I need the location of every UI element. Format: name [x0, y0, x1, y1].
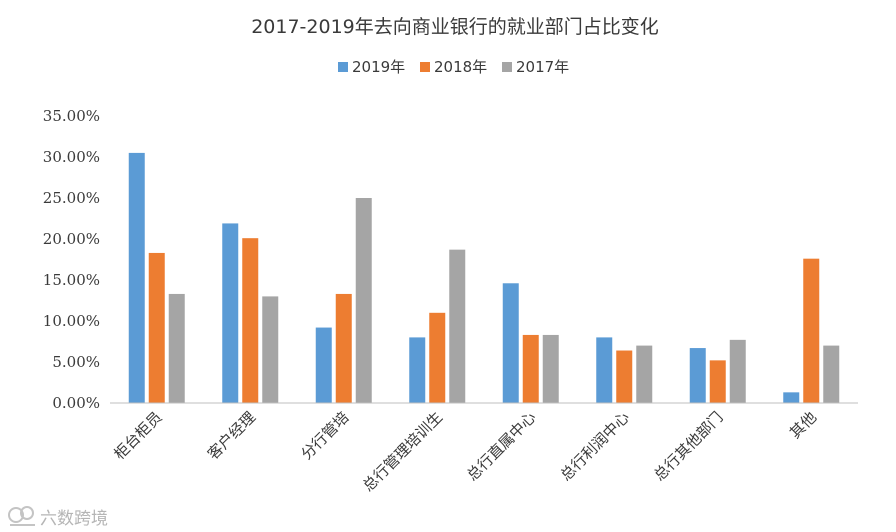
y-tick-label: 15.00% — [43, 271, 100, 289]
x-tick-label: 总行其他部门 — [650, 408, 726, 484]
x-tick-label: 总行利润中心 — [557, 408, 633, 484]
legend-swatch — [420, 62, 430, 72]
legend: 2019年 2018年 2017年 — [338, 58, 569, 76]
legend-label: 2019年 — [352, 58, 405, 76]
bar — [729, 339, 746, 403]
y-tick-label: 35.00% — [43, 107, 100, 125]
bar — [449, 249, 466, 403]
bar — [315, 327, 332, 403]
bar — [148, 252, 165, 403]
x-tick-label: 分行管培 — [297, 408, 352, 463]
bar — [542, 334, 559, 403]
bar — [502, 283, 519, 403]
watermark-text: 六数跨境 — [40, 509, 108, 529]
x-tick-label: 柜台柜员 — [110, 408, 165, 463]
y-tick-label: 20.00% — [43, 230, 100, 248]
y-axis: 0.00% 5.00% 10.00% 15.00% 20.00% 25.00% 30.00%… — [43, 107, 100, 412]
bar — [616, 350, 633, 403]
x-tick-label: 总行直属中心 — [463, 408, 539, 484]
bar — [709, 360, 726, 403]
watermark-logo-icon — [8, 506, 35, 526]
bar — [522, 334, 539, 403]
bar — [128, 152, 145, 403]
bar — [222, 223, 239, 403]
y-tick-label: 10.00% — [43, 312, 100, 330]
bar — [242, 238, 259, 403]
bar — [689, 348, 706, 403]
bar — [823, 345, 840, 403]
x-axis: 柜台柜员 客户经理 分行管培 总行管理培训生 总行直属中心 总行利润中心 总行其他部门 其他 — [110, 408, 820, 495]
x-tick-label: 总行管理培训生 — [359, 408, 446, 495]
bar — [168, 293, 185, 403]
bar — [803, 258, 820, 403]
bars — [128, 152, 840, 403]
y-tick-label: 25.00% — [43, 189, 100, 207]
bar — [355, 198, 372, 403]
legend-label: 2017年 — [516, 58, 569, 76]
bar — [429, 312, 446, 403]
bar — [409, 337, 426, 403]
x-tick-label: 其他 — [786, 408, 820, 442]
y-tick-label: 5.00% — [52, 353, 100, 371]
x-tick-label: 客户经理 — [204, 408, 259, 463]
y-tick-label: 30.00% — [43, 148, 100, 166]
legend-label: 2018年 — [434, 58, 487, 76]
bar — [596, 337, 613, 403]
bar — [783, 392, 800, 403]
legend-swatch — [502, 62, 512, 72]
y-tick-label: 0.00% — [52, 394, 100, 412]
bar — [636, 345, 653, 403]
bar — [335, 293, 352, 403]
chart-title: 2017-2019年去向商业银行的就业部门占比变化 — [251, 16, 659, 38]
legend-swatch — [338, 62, 348, 72]
bar — [262, 296, 279, 403]
watermark: 六数跨境 — [8, 506, 108, 529]
